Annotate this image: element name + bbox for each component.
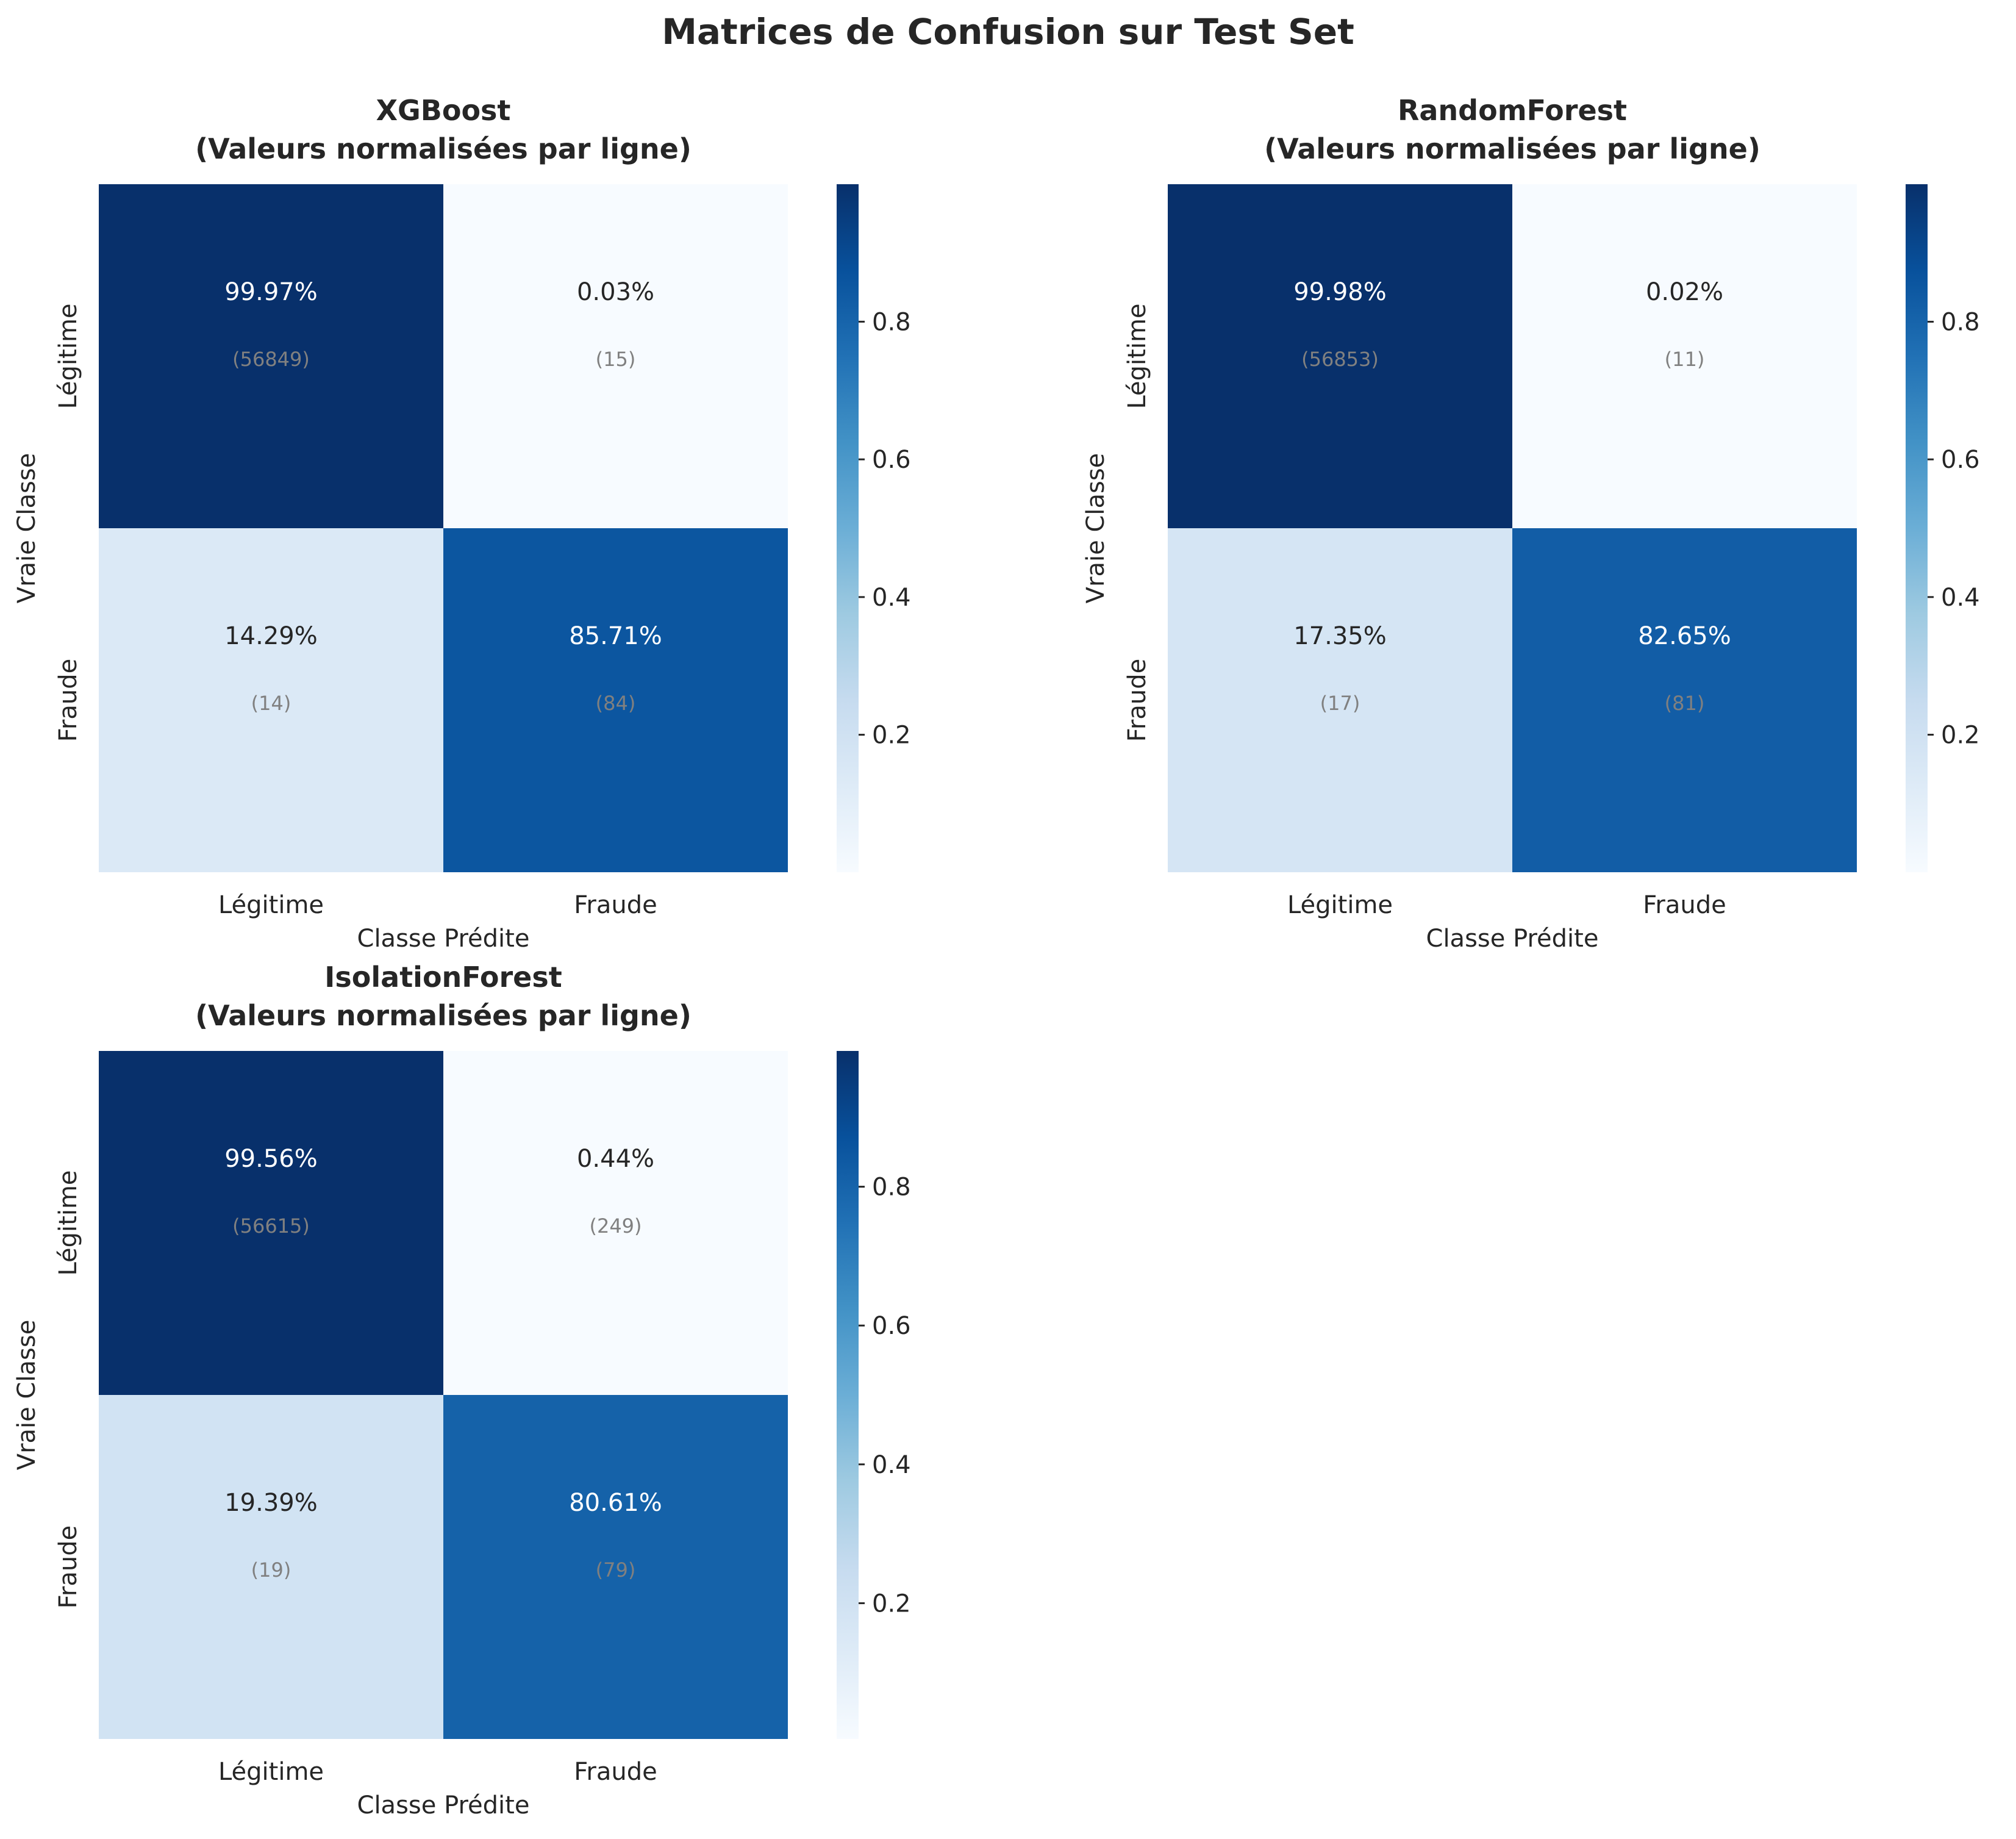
panel-title-line: XGBoost <box>376 94 511 127</box>
colorbar <box>837 1051 859 1739</box>
heatmap-cell <box>1512 528 1857 872</box>
colorbar-tick-label: 0.4 <box>872 1451 911 1479</box>
colorbar <box>837 184 859 872</box>
heatmap-panel: XGBoost (Valeurs normalisées par ligne) 99… <box>13 94 911 953</box>
heatmap-cell <box>443 1395 788 1739</box>
y-axis-label: Vraie Classe <box>13 453 41 604</box>
heatmap-cell <box>99 528 443 872</box>
panel-title-line: (Valeurs normalisées par ligne) <box>1264 132 1760 165</box>
cell-count-label: (11) <box>1665 348 1705 371</box>
cell-percent-label: 82.65% <box>1638 622 1731 650</box>
colorbar-tick-label: 0.8 <box>872 1174 911 1202</box>
x-tick-label: Légitime <box>1287 891 1393 919</box>
cell-count-label: (84) <box>596 692 636 715</box>
panel-title: IsolationForest (Valeurs normalisées par … <box>195 961 692 1032</box>
cell-percent-label: 17.35% <box>1293 622 1387 650</box>
heatmap-cell <box>1512 184 1857 528</box>
y-axis-label: Vraie Classe <box>13 1320 41 1471</box>
y-axis-label: Vraie Classe <box>1082 453 1110 604</box>
heatmap-panel: RandomForest (Valeurs normalisées par lig… <box>1082 94 1980 953</box>
heatmap-cell <box>1168 528 1512 872</box>
heatmap-cell <box>443 184 788 528</box>
heatmap-cell <box>443 1051 788 1395</box>
y-tick-label: Fraude <box>1123 659 1151 742</box>
x-tick-label: Fraude <box>574 891 657 919</box>
cell-count-label: (81) <box>1665 692 1705 715</box>
cell-percent-label: 99.98% <box>1293 278 1387 306</box>
cell-count-label: (56615) <box>232 1214 310 1238</box>
heatmap-cell <box>1168 184 1512 528</box>
cell-percent-label: 19.39% <box>224 1489 318 1517</box>
colorbar-tick-label: 0.2 <box>1941 722 1980 750</box>
x-tick-label: Légitime <box>218 1758 324 1786</box>
heatmap-cell <box>99 184 443 528</box>
cell-count-label: (249) <box>589 1214 642 1238</box>
colorbar-tick-label: 0.8 <box>1941 308 1980 336</box>
colorbar-tick-label: 0.6 <box>1941 446 1980 474</box>
y-tick-label: Légitime <box>54 303 82 409</box>
cell-percent-label: 0.44% <box>577 1145 654 1173</box>
cell-percent-label: 14.29% <box>224 622 318 650</box>
x-axis-label: Classe Prédite <box>357 1791 530 1819</box>
cell-count-label: (56853) <box>1301 348 1379 371</box>
cell-count-label: (79) <box>596 1558 636 1582</box>
figure-suptitle: Matrices de Confusion sur Test Set <box>662 11 1354 52</box>
x-tick-label: Fraude <box>1643 891 1726 919</box>
cell-count-label: (15) <box>596 348 636 371</box>
x-tick-label: Fraude <box>574 1758 657 1786</box>
colorbar-tick-label: 0.6 <box>872 1312 911 1340</box>
x-tick-label: Légitime <box>218 891 324 919</box>
colorbar-tick-label: 0.6 <box>872 446 911 474</box>
cell-count-label: (56849) <box>232 348 310 371</box>
panel-title-line: (Valeurs normalisées par ligne) <box>195 999 692 1032</box>
colorbar-tick-label: 0.2 <box>872 1590 911 1618</box>
cell-percent-label: 85.71% <box>569 622 662 650</box>
y-tick-label: Fraude <box>54 1525 82 1608</box>
panel-title-line: RandomForest <box>1398 94 1627 127</box>
cell-count-label: (17) <box>1320 692 1360 715</box>
heatmap-cell <box>99 1051 443 1395</box>
cell-percent-label: 99.56% <box>224 1145 318 1173</box>
y-tick-label: Légitime <box>54 1170 82 1275</box>
panel-title-line: (Valeurs normalisées par ligne) <box>195 132 692 165</box>
cell-count-label: (14) <box>251 692 291 715</box>
panel-title-line: IsolationForest <box>324 961 562 994</box>
colorbar-tick-label: 0.4 <box>872 584 911 612</box>
cell-percent-label: 80.61% <box>569 1489 662 1517</box>
cell-percent-label: 0.03% <box>577 278 654 306</box>
y-tick-label: Légitime <box>1123 303 1151 409</box>
heatmap-cell <box>443 528 788 872</box>
heatmap-cell <box>99 1395 443 1739</box>
x-axis-label: Classe Prédite <box>1426 925 1599 953</box>
y-tick-label: Fraude <box>54 659 82 742</box>
heatmap-panel: IsolationForest (Valeurs normalisées par … <box>13 961 911 1819</box>
colorbar <box>1906 184 1928 872</box>
cell-percent-label: 99.97% <box>224 278 318 306</box>
cell-count-label: (19) <box>251 1558 291 1582</box>
colorbar-tick-label: 0.8 <box>872 308 911 336</box>
colorbar-tick-label: 0.4 <box>1941 584 1980 612</box>
panel-title: XGBoost (Valeurs normalisées par ligne) <box>195 94 692 165</box>
x-axis-label: Classe Prédite <box>357 925 530 953</box>
colorbar-tick-label: 0.2 <box>872 722 911 750</box>
panel-title: RandomForest (Valeurs normalisées par lig… <box>1264 94 1760 165</box>
cell-percent-label: 0.02% <box>1646 278 1723 306</box>
